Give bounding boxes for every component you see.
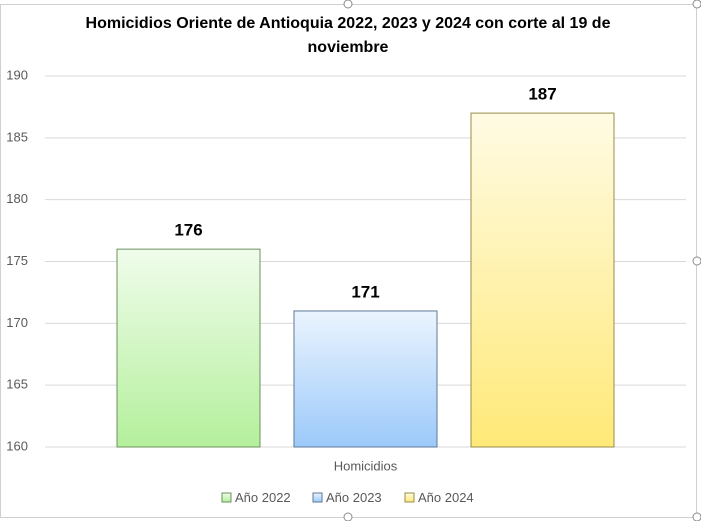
bar [470,112,615,448]
legend-swatch [312,492,323,503]
y-tick-label: 160 [6,438,28,453]
data-label: 187 [528,85,556,104]
legend-label: Año 2022 [235,490,291,505]
y-tick-label: 185 [6,129,28,144]
bar [293,310,438,448]
y-tick-label: 165 [6,377,28,392]
data-label: 176 [174,221,202,240]
x-tick-label: Homicidios [334,458,398,473]
bar [116,248,261,448]
legend-swatch [404,492,415,503]
data-label: 171 [351,282,379,301]
y-tick-label: 175 [6,253,28,268]
legend-label: Año 2024 [418,490,474,505]
y-tick-label: 170 [6,315,28,330]
y-tick-label: 190 [6,67,28,82]
chart-title: Homicidios Oriente de Antioquia 2022, 20… [85,15,611,56]
legend-label: Año 2023 [326,490,382,505]
legend-swatch [221,492,232,503]
selection-handles [343,0,701,521]
y-tick-label: 180 [6,191,28,206]
